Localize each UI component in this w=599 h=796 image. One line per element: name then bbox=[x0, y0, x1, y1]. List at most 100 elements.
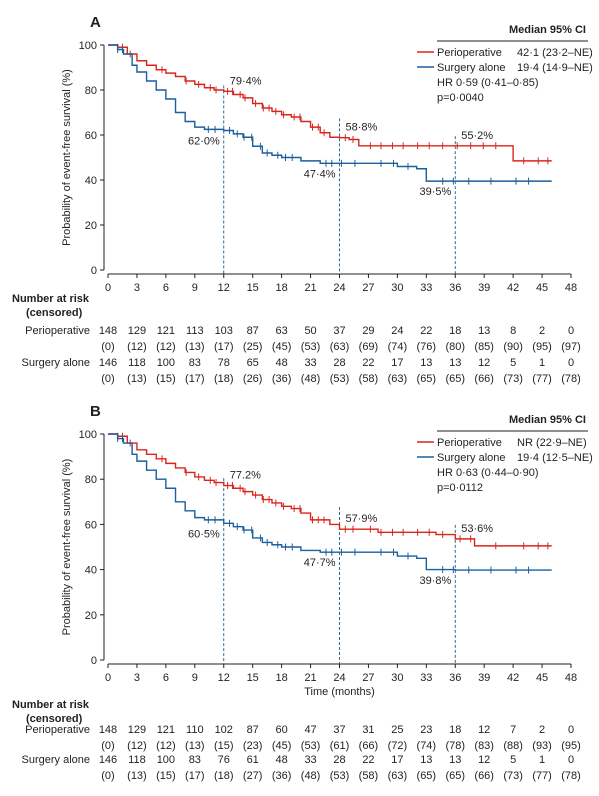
risk-count: 2 bbox=[539, 724, 545, 736]
risk-censored: (73) bbox=[503, 373, 523, 385]
risk-count: 29 bbox=[362, 325, 374, 337]
landmark-label: 58·8% bbox=[346, 122, 378, 134]
km-curve-perioperative bbox=[108, 44, 552, 162]
panel-label: A bbox=[90, 14, 101, 31]
landmark-label: 53·6% bbox=[461, 523, 493, 535]
risk-count: 17 bbox=[391, 754, 403, 766]
landmark-label: 55·2% bbox=[461, 130, 493, 142]
risk-count: 146 bbox=[99, 357, 117, 369]
risk-censored: (80) bbox=[445, 341, 465, 353]
risk-count: 83 bbox=[189, 357, 201, 369]
y-tick-label: 60 bbox=[85, 130, 97, 142]
x-tick-label: 36 bbox=[449, 672, 461, 684]
risk-censored: (63) bbox=[388, 373, 408, 385]
y-tick-label: 40 bbox=[85, 565, 97, 577]
risk-count: 13 bbox=[449, 754, 461, 766]
x-tick-label: 0 bbox=[105, 672, 111, 684]
x-tick-label: 21 bbox=[304, 672, 316, 684]
risk-count: 65 bbox=[247, 357, 259, 369]
risk-censored: (48) bbox=[301, 373, 321, 385]
risk-count: 31 bbox=[362, 724, 374, 736]
risk-censored: (53) bbox=[330, 373, 350, 385]
x-tick-label: 27 bbox=[362, 282, 374, 294]
risk-count: 121 bbox=[157, 325, 175, 337]
risk-count: 37 bbox=[333, 724, 345, 736]
risk-censored: (76) bbox=[417, 341, 437, 353]
risk-censored: (95) bbox=[561, 740, 581, 752]
legend-series-name: Perioperative bbox=[437, 437, 502, 449]
risk-censored: (0) bbox=[101, 770, 114, 782]
risk-censored: (45) bbox=[272, 740, 292, 752]
landmark-label: 62·0% bbox=[188, 136, 220, 148]
x-tick-label: 9 bbox=[192, 282, 198, 294]
km-curve-surgery-alone bbox=[108, 44, 552, 182]
y-axis-label: Probability of event-free survival (%) bbox=[61, 69, 73, 246]
risk-censored: (0) bbox=[101, 341, 114, 353]
risk-table-title: Number at risk bbox=[12, 699, 90, 711]
risk-censored: (0) bbox=[101, 740, 114, 752]
risk-table: Number at risk(censored)Perioperative 148… bbox=[12, 699, 581, 782]
risk-censored: (25) bbox=[243, 341, 263, 353]
x-tick-label: 24 bbox=[333, 672, 345, 684]
x-tick-label: 15 bbox=[247, 672, 259, 684]
risk-count: 13 bbox=[420, 754, 432, 766]
x-tick-label: 42 bbox=[507, 282, 519, 294]
risk-censored: (65) bbox=[417, 373, 437, 385]
risk-censored: (93) bbox=[532, 740, 552, 752]
risk-row-label: Perioperative bbox=[25, 724, 90, 736]
x-tick-label: 45 bbox=[536, 282, 548, 294]
risk-count: 103 bbox=[215, 325, 233, 337]
risk-censored: (12) bbox=[156, 740, 176, 752]
legend-header: Median 95% CI bbox=[509, 24, 586, 36]
y-tick-label: 20 bbox=[85, 220, 97, 232]
landmark-label: 47·7% bbox=[304, 557, 336, 569]
x-tick-label: 9 bbox=[192, 672, 198, 684]
risk-count: 12 bbox=[478, 724, 490, 736]
risk-count: 18 bbox=[449, 325, 461, 337]
legend-series-median: 42·1 (23·2–NE) bbox=[517, 47, 593, 59]
x-tick-label: 42 bbox=[507, 672, 519, 684]
x-tick-label: 36 bbox=[449, 282, 461, 294]
risk-count: 0 bbox=[568, 754, 574, 766]
km-curve-surgery-alone bbox=[108, 433, 552, 571]
risk-censored: (13) bbox=[185, 341, 205, 353]
landmark-label: 47·4% bbox=[304, 168, 336, 180]
risk-table: Number at risk(censored)Perioperative 148… bbox=[12, 293, 581, 385]
landmark-label: 79·4% bbox=[230, 75, 262, 87]
landmark-label: 60·5% bbox=[188, 528, 220, 540]
risk-count: 47 bbox=[304, 724, 316, 736]
y-tick-label: 100 bbox=[79, 429, 97, 441]
risk-censored: (12) bbox=[127, 341, 147, 353]
risk-count: 28 bbox=[333, 357, 345, 369]
x-tick-label: 6 bbox=[163, 672, 169, 684]
risk-count: 100 bbox=[157, 754, 175, 766]
risk-censored: (63) bbox=[388, 770, 408, 782]
risk-count: 121 bbox=[157, 724, 175, 736]
risk-row-label: Surgery alone bbox=[22, 357, 91, 369]
legend-series-name: Surgery alone bbox=[437, 452, 506, 464]
x-tick-label: 33 bbox=[420, 282, 432, 294]
risk-count: 61 bbox=[247, 754, 259, 766]
risk-censored: (13) bbox=[127, 770, 147, 782]
risk-count: 129 bbox=[128, 325, 146, 337]
y-tick-label: 60 bbox=[85, 519, 97, 531]
risk-censored: (15) bbox=[156, 373, 176, 385]
risk-censored: (45) bbox=[272, 341, 292, 353]
risk-censored: (0) bbox=[101, 373, 114, 385]
risk-count: 7 bbox=[510, 724, 516, 736]
risk-count: 17 bbox=[391, 357, 403, 369]
risk-censored: (53) bbox=[330, 770, 350, 782]
risk-count: 113 bbox=[186, 325, 204, 337]
risk-count: 110 bbox=[186, 724, 204, 736]
risk-count: 28 bbox=[333, 754, 345, 766]
risk-count: 18 bbox=[449, 724, 461, 736]
x-tick-label: 15 bbox=[247, 282, 259, 294]
risk-count: 5 bbox=[510, 754, 516, 766]
risk-count: 1 bbox=[539, 357, 545, 369]
risk-count: 5 bbox=[510, 357, 516, 369]
risk-count: 78 bbox=[218, 357, 230, 369]
risk-count: 118 bbox=[128, 357, 146, 369]
risk-table-title: Number at risk bbox=[12, 293, 90, 305]
